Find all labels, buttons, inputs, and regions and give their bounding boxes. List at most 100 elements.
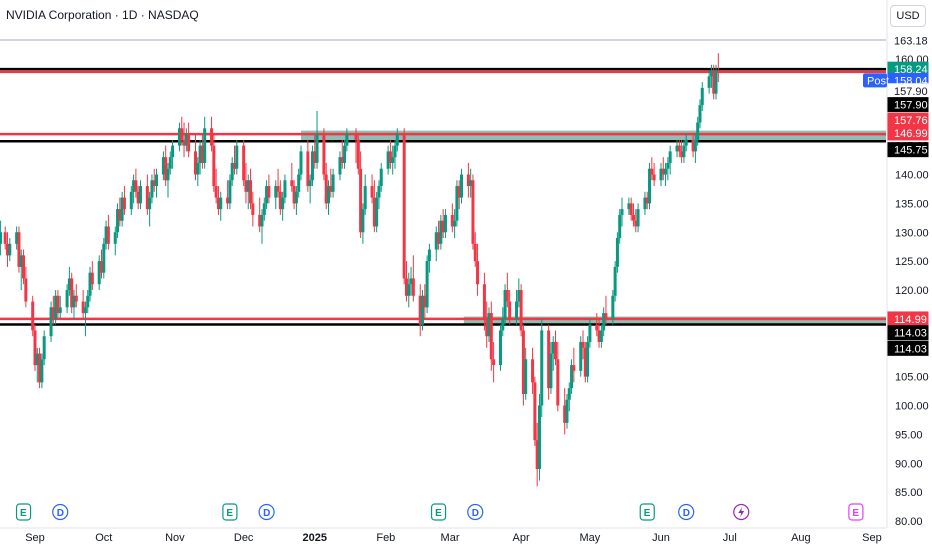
candle-body <box>33 330 37 366</box>
candle-body <box>604 313 608 319</box>
earnings-icon-label: E <box>852 508 859 519</box>
candle-body <box>682 145 686 158</box>
x-tick-label: Jun <box>652 532 670 544</box>
candle-body <box>455 186 459 221</box>
candle-body <box>232 162 236 169</box>
candle-body <box>515 301 519 319</box>
candle-body <box>583 347 587 377</box>
candle-body <box>338 157 342 175</box>
candle-body <box>97 261 101 285</box>
candle-body <box>521 330 525 394</box>
candle-body <box>194 151 198 175</box>
candle-body <box>81 301 85 314</box>
candle-body <box>120 197 124 221</box>
candle-body <box>677 145 681 152</box>
candle-body <box>168 157 172 169</box>
earnings-icon[interactable] <box>430 503 447 521</box>
candle-body <box>443 214 447 233</box>
candle-body <box>74 295 78 302</box>
candle-body <box>636 209 640 227</box>
candle-body <box>450 214 454 227</box>
candle-body <box>54 295 58 319</box>
candle-body <box>487 313 491 337</box>
price-label: 114.99 <box>894 314 927 326</box>
candle-body <box>620 209 624 215</box>
dividend-icon[interactable] <box>467 503 484 521</box>
candle-body <box>503 290 507 319</box>
earnings-icon[interactable] <box>15 503 32 521</box>
candle-body <box>40 359 44 383</box>
candle-body <box>122 197 126 210</box>
x-tick-label: Jul <box>723 532 737 544</box>
candle-body <box>645 197 649 204</box>
candle-body <box>453 220 457 227</box>
candle-body <box>391 157 395 163</box>
candle-body <box>595 324 599 331</box>
post-badge: Post <box>867 75 889 87</box>
x-tick-label: Mar <box>441 532 460 544</box>
price-label: 157.90 <box>894 86 928 98</box>
earnings-icon[interactable] <box>222 503 238 521</box>
candle-body <box>707 76 711 88</box>
candle-body <box>251 203 255 215</box>
candle-body <box>508 301 512 319</box>
candle-body <box>586 341 590 377</box>
candle-body <box>19 255 23 267</box>
candle-body <box>306 151 310 187</box>
x-tick-label: Apr <box>513 532 530 544</box>
candle-body <box>613 266 617 296</box>
earnings-icon[interactable] <box>639 503 655 521</box>
candle-body <box>698 105 702 123</box>
candle-body <box>3 232 7 244</box>
candle-body <box>276 186 280 192</box>
dividend-icon[interactable] <box>52 503 69 521</box>
candle-body <box>292 186 296 204</box>
price-labels: 163.18158.24158.04Post157.90157.90157.76… <box>863 33 929 356</box>
candle-body <box>324 174 328 204</box>
price-label-bg <box>887 125 929 141</box>
candle-body <box>265 186 269 204</box>
candle-body <box>113 232 117 244</box>
candle-body <box>299 151 303 175</box>
dividend-icon[interactable] <box>258 503 275 521</box>
y-tick-label: 130.00 <box>895 227 929 239</box>
candle-body <box>67 278 71 290</box>
candle-body <box>466 174 470 187</box>
candle-body <box>473 243 477 262</box>
earnings-icon[interactable] <box>848 503 864 521</box>
y-tick-label: 125.00 <box>895 256 929 268</box>
y-tick-label: 80.00 <box>895 516 923 528</box>
candle-body <box>709 70 713 77</box>
dividend-icon-label: D <box>683 508 690 519</box>
candle-body <box>132 180 136 192</box>
candle-body <box>196 162 200 175</box>
candle-body <box>0 232 3 244</box>
candle-body <box>363 186 367 210</box>
candle-body <box>216 197 220 210</box>
candle-body <box>356 139 360 169</box>
candle-body <box>372 197 376 227</box>
currency-button[interactable]: USD <box>890 5 926 27</box>
price-label-bg <box>887 142 929 158</box>
y-tick-label: 135.00 <box>895 198 929 210</box>
candle-body <box>129 191 133 210</box>
price-label: 114.03 <box>894 343 927 355</box>
candle-body <box>631 214 635 221</box>
candle-body <box>379 168 383 187</box>
candle-body <box>388 151 392 163</box>
candle-body <box>648 168 652 204</box>
candle-body <box>313 151 317 163</box>
candle-body <box>354 134 358 140</box>
dividend-icon[interactable] <box>678 503 695 521</box>
support-resistance-lines <box>0 67 886 326</box>
x-tick-label: Aug <box>791 532 811 544</box>
candle-body <box>489 313 493 360</box>
candle-body <box>118 209 122 221</box>
candle-body <box>375 197 379 227</box>
candle-body <box>680 151 684 158</box>
candle-body <box>228 180 232 204</box>
x-tick-label: Dec <box>234 532 254 544</box>
candle-body <box>517 290 521 302</box>
